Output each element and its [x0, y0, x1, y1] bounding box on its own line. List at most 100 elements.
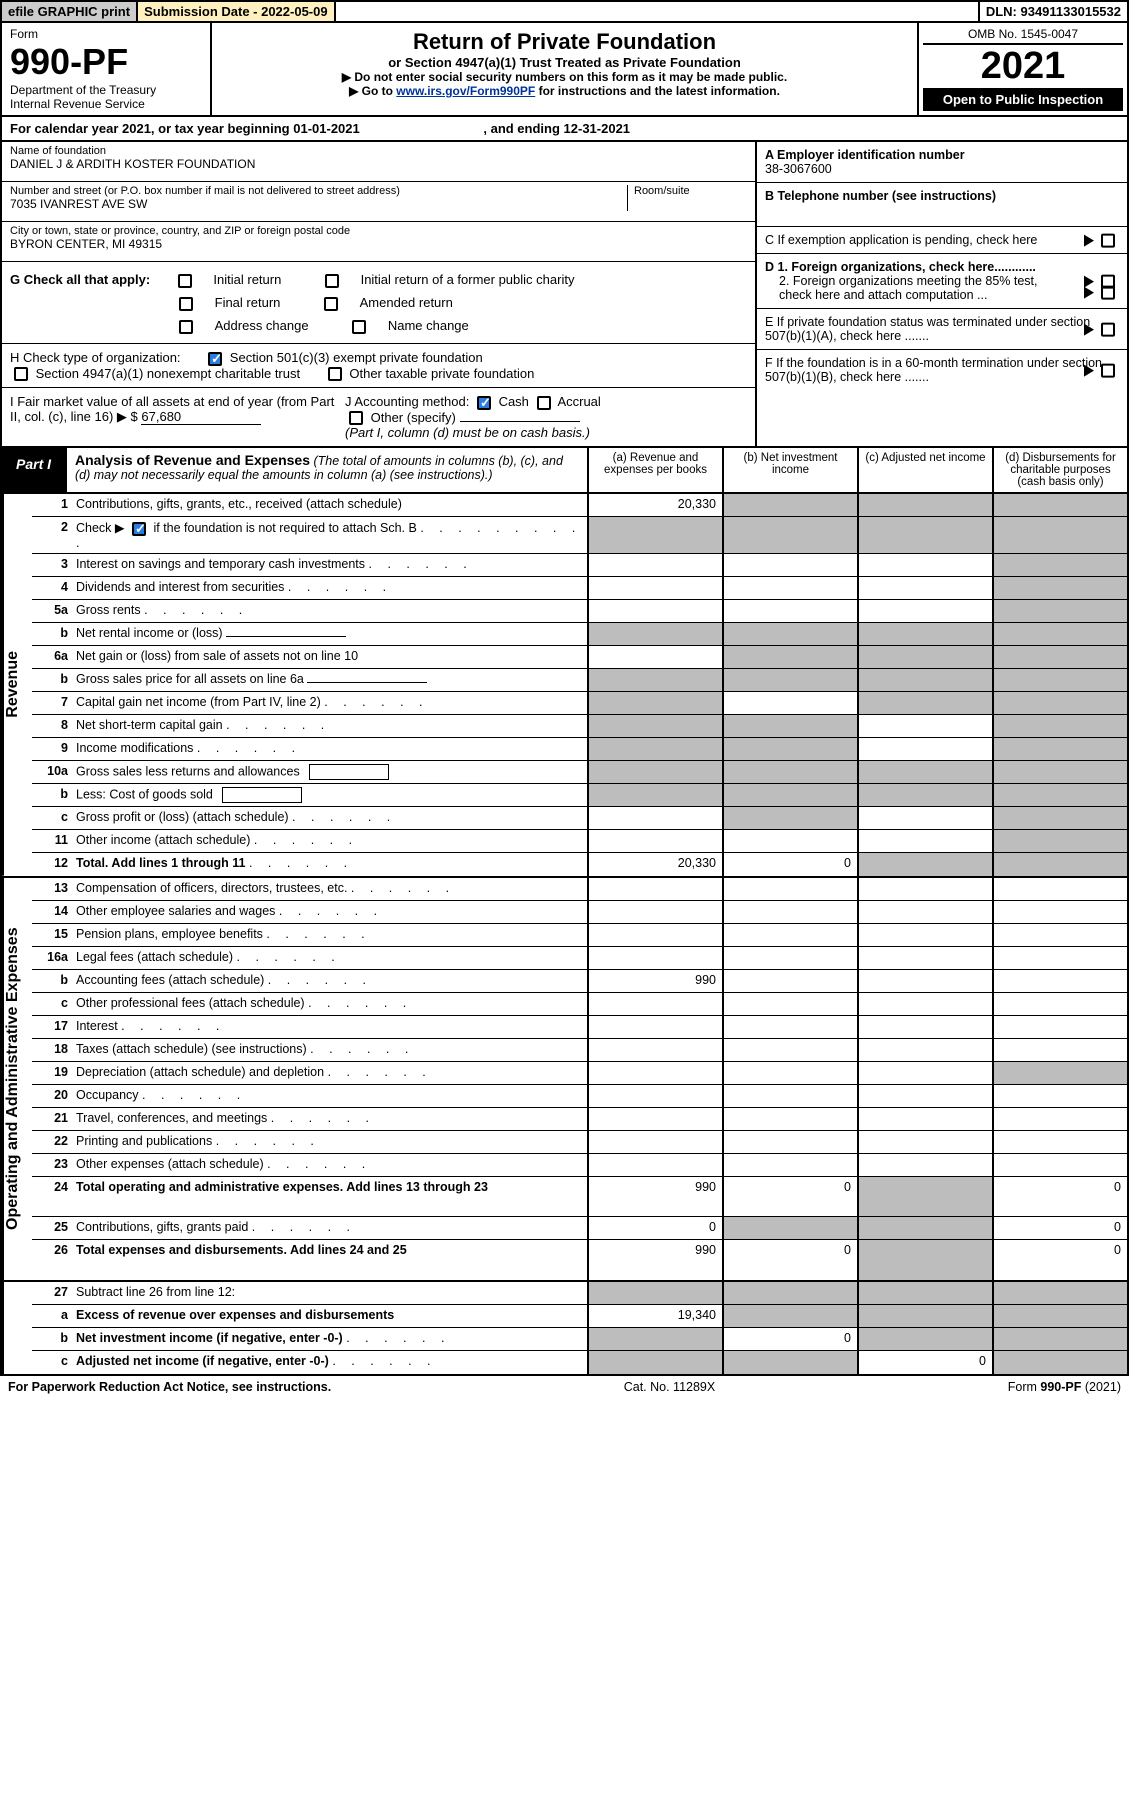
line-7: 7Capital gain net income (from Part IV, … — [32, 692, 1127, 715]
net-section: 27Subtract line 26 from line 12:aExcess … — [0, 1282, 1129, 1376]
cell-a — [587, 761, 722, 783]
line-desc: Net gain or (loss) from sale of assets n… — [72, 646, 587, 668]
cell-d — [992, 1282, 1127, 1304]
cat-no: Cat. No. 11289X — [624, 1380, 716, 1394]
line-desc: Income modifications . . . . . . — [72, 738, 587, 760]
cell-c — [857, 901, 992, 923]
cb-cash[interactable] — [477, 396, 491, 410]
cb-initial-return[interactable] — [178, 274, 192, 288]
cb-other-method[interactable] — [349, 411, 363, 425]
cell-a — [587, 947, 722, 969]
cell-a: 990 — [587, 1177, 722, 1216]
cell-a — [587, 554, 722, 576]
cell-a: 20,330 — [587, 494, 722, 516]
paperwork-notice: For Paperwork Reduction Act Notice, see … — [8, 1380, 331, 1394]
line-desc: Adjusted net income (if negative, enter … — [72, 1351, 587, 1374]
efile-print-button[interactable]: efile GRAPHIC print — [2, 2, 138, 21]
form-note2: ▶ Go to www.irs.gov/Form990PF for instru… — [222, 84, 907, 98]
line-10a: 10aGross sales less returns and allowanc… — [32, 761, 1127, 784]
cell-d — [992, 830, 1127, 852]
irs-link[interactable]: www.irs.gov/Form990PF — [396, 84, 535, 98]
cell-b — [722, 830, 857, 852]
cash-basis-note: (Part I, column (d) must be on cash basi… — [345, 425, 590, 440]
cell-d — [992, 669, 1127, 691]
line-14: 14Other employee salaries and wages . . … — [32, 901, 1127, 924]
cb-f[interactable] — [1101, 363, 1115, 377]
cell-a — [587, 738, 722, 760]
line-25: 25Contributions, gifts, grants paid . . … — [32, 1217, 1127, 1240]
cb-4947a1[interactable] — [14, 367, 28, 381]
cell-a — [587, 669, 722, 691]
line-desc: Legal fees (attach schedule) . . . . . . — [72, 947, 587, 969]
cell-d — [992, 761, 1127, 783]
cell-b: 0 — [722, 1328, 857, 1350]
cell-a: 20,330 — [587, 853, 722, 876]
cell-a — [587, 830, 722, 852]
expenses-section: Operating and Administrative Expenses 13… — [0, 878, 1129, 1282]
cell-c — [857, 692, 992, 714]
cb-name-change[interactable] — [352, 320, 366, 334]
cell-d — [992, 738, 1127, 760]
line-desc: Taxes (attach schedule) (see instruction… — [72, 1039, 587, 1061]
line-22: 22Printing and publications . . . . . . — [32, 1131, 1127, 1154]
line-desc: Depreciation (attach schedule) and deple… — [72, 1062, 587, 1084]
cell-b — [722, 554, 857, 576]
line-desc: Printing and publications . . . . . . — [72, 1131, 587, 1153]
cell-d — [992, 947, 1127, 969]
cell-c — [857, 1131, 992, 1153]
line-num: 14 — [32, 901, 72, 923]
cell-b — [722, 1039, 857, 1061]
cell-c — [857, 1328, 992, 1350]
cell-a — [587, 1131, 722, 1153]
line-23: 23Other expenses (attach schedule) . . .… — [32, 1154, 1127, 1177]
cell-c — [857, 830, 992, 852]
cb-initial-former[interactable] — [325, 274, 339, 288]
cb-c-pending[interactable] — [1101, 233, 1115, 247]
cell-b — [722, 1016, 857, 1038]
line-27: 27Subtract line 26 from line 12: — [32, 1282, 1127, 1305]
cell-d — [992, 577, 1127, 599]
form-subtitle: or Section 4947(a)(1) Trust Treated as P… — [222, 55, 907, 70]
cell-b — [722, 646, 857, 668]
cb-final-return[interactable] — [179, 297, 193, 311]
cb-e[interactable] — [1101, 322, 1115, 336]
cell-a — [587, 1282, 722, 1304]
cb-sch-b[interactable] — [132, 522, 146, 536]
cb-address-change[interactable] — [179, 320, 193, 334]
line-16a: 16aLegal fees (attach schedule) . . . . … — [32, 947, 1127, 970]
line-num: 12 — [32, 853, 72, 876]
cb-amended-return[interactable] — [324, 297, 338, 311]
cb-accrual[interactable] — [537, 396, 551, 410]
cb-other-taxable[interactable] — [328, 367, 342, 381]
line-num: 4 — [32, 577, 72, 599]
cb-d2[interactable] — [1101, 285, 1115, 299]
form-footer: Form 990-PF (2021) — [1008, 1380, 1121, 1394]
cell-c — [857, 623, 992, 645]
line-18: 18Taxes (attach schedule) (see instructi… — [32, 1039, 1127, 1062]
line-num: 26 — [32, 1240, 72, 1280]
line-10c: cGross profit or (loss) (attach schedule… — [32, 807, 1127, 830]
line-num: 23 — [32, 1154, 72, 1176]
calendar-year-row: For calendar year 2021, or tax year begi… — [0, 117, 1129, 142]
line-desc: Travel, conferences, and meetings . . . … — [72, 1108, 587, 1130]
cell-c — [857, 761, 992, 783]
cell-b — [722, 1131, 857, 1153]
line-desc: Gross sales price for all assets on line… — [72, 669, 587, 691]
line-num: c — [32, 807, 72, 829]
line-desc: Gross rents . . . . . . — [72, 600, 587, 622]
cell-c — [857, 517, 992, 553]
line-1: 1Contributions, gifts, grants, etc., rec… — [32, 494, 1127, 517]
c-label: C If exemption application is pending, c… — [765, 233, 1037, 247]
cell-b — [722, 947, 857, 969]
phone-label: B Telephone number (see instructions) — [765, 189, 996, 203]
line-desc: Interest on savings and temporary cash i… — [72, 554, 587, 576]
line-num: a — [32, 1305, 72, 1327]
cell-a — [587, 1039, 722, 1061]
cell-a — [587, 1085, 722, 1107]
line-15: 15Pension plans, employee benefits . . .… — [32, 924, 1127, 947]
cell-c — [857, 715, 992, 737]
line-num: 5a — [32, 600, 72, 622]
cb-501c3[interactable] — [208, 352, 222, 366]
cell-b — [722, 1305, 857, 1327]
line-desc: Occupancy . . . . . . — [72, 1085, 587, 1107]
